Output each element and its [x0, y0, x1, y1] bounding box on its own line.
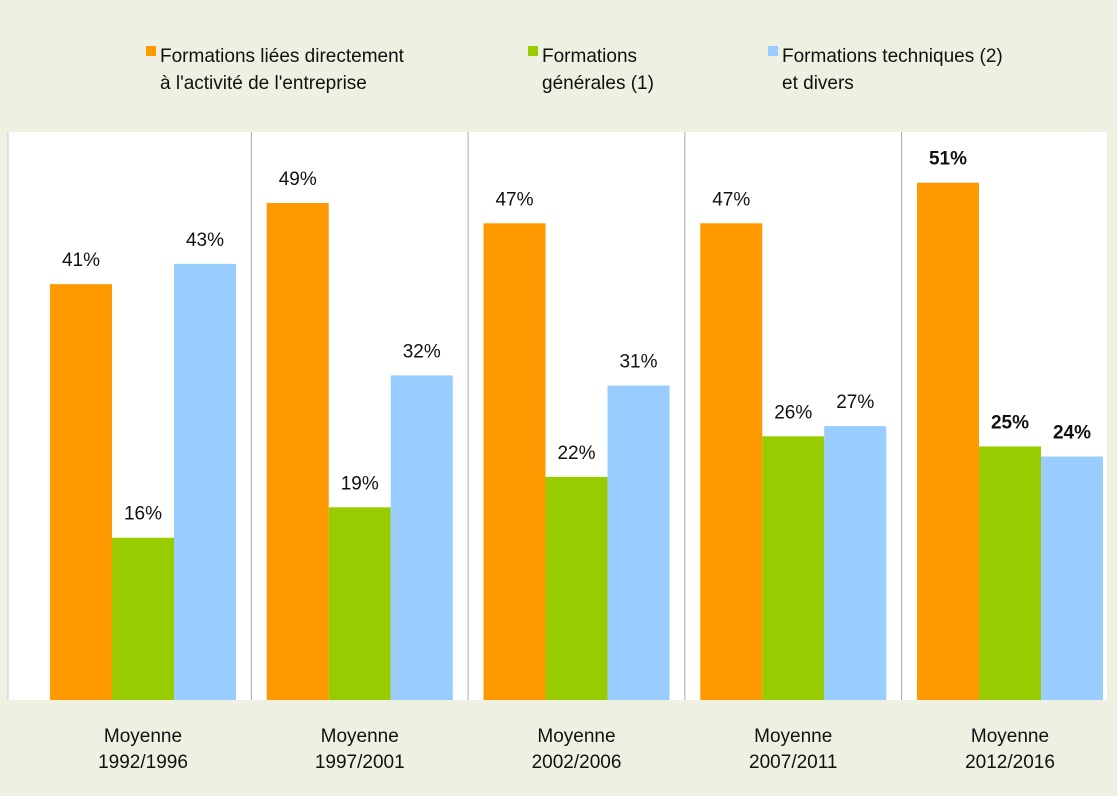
- value-label: 27%: [836, 392, 874, 413]
- value-label: 19%: [341, 473, 379, 494]
- bar: [174, 263, 236, 700]
- x-tick-label: Moyenne 2012/2016: [965, 726, 1055, 773]
- value-label: 16%: [124, 504, 162, 525]
- value-label: 24%: [1053, 423, 1091, 444]
- legend-label: Formations liées directement à l'activité…: [160, 46, 405, 94]
- legend-label: Formations techniques (2) et divers: [782, 46, 1003, 94]
- value-label: 22%: [557, 443, 595, 464]
- bar: [390, 375, 453, 700]
- bar: [545, 476, 608, 700]
- bar: [700, 223, 763, 701]
- x-tick-label: Moyenne 2002/2006: [532, 726, 622, 773]
- bar: [483, 223, 546, 701]
- x-tick-label: Moyenne 1992/1996: [98, 726, 188, 773]
- legend-swatch: [768, 46, 778, 56]
- legend-swatch: [146, 46, 156, 56]
- value-label: 25%: [991, 412, 1029, 433]
- bar: [112, 537, 174, 700]
- bar: [762, 436, 825, 700]
- value-label: 47%: [495, 189, 533, 210]
- legend-label: Formations générales (1): [542, 46, 654, 94]
- bar: [1041, 456, 1103, 700]
- value-label: 26%: [774, 402, 812, 423]
- value-label: 51%: [929, 149, 967, 170]
- value-label: 49%: [279, 169, 317, 190]
- legend-swatch: [528, 46, 538, 56]
- value-label: 41%: [62, 250, 100, 271]
- bar: [50, 284, 112, 700]
- bar: [979, 446, 1041, 700]
- x-tick-label: Moyenne 1997/2001: [315, 726, 405, 773]
- value-label: 31%: [619, 352, 657, 373]
- value-label: 43%: [186, 230, 224, 251]
- value-label: 47%: [712, 189, 750, 210]
- bar: [917, 182, 979, 700]
- bar: [328, 507, 391, 700]
- x-tick-label: Moyenne 2007/2011: [749, 726, 837, 773]
- bar: [824, 426, 887, 700]
- bar: [607, 385, 670, 700]
- value-label: 32%: [403, 341, 441, 362]
- bar: [266, 203, 329, 700]
